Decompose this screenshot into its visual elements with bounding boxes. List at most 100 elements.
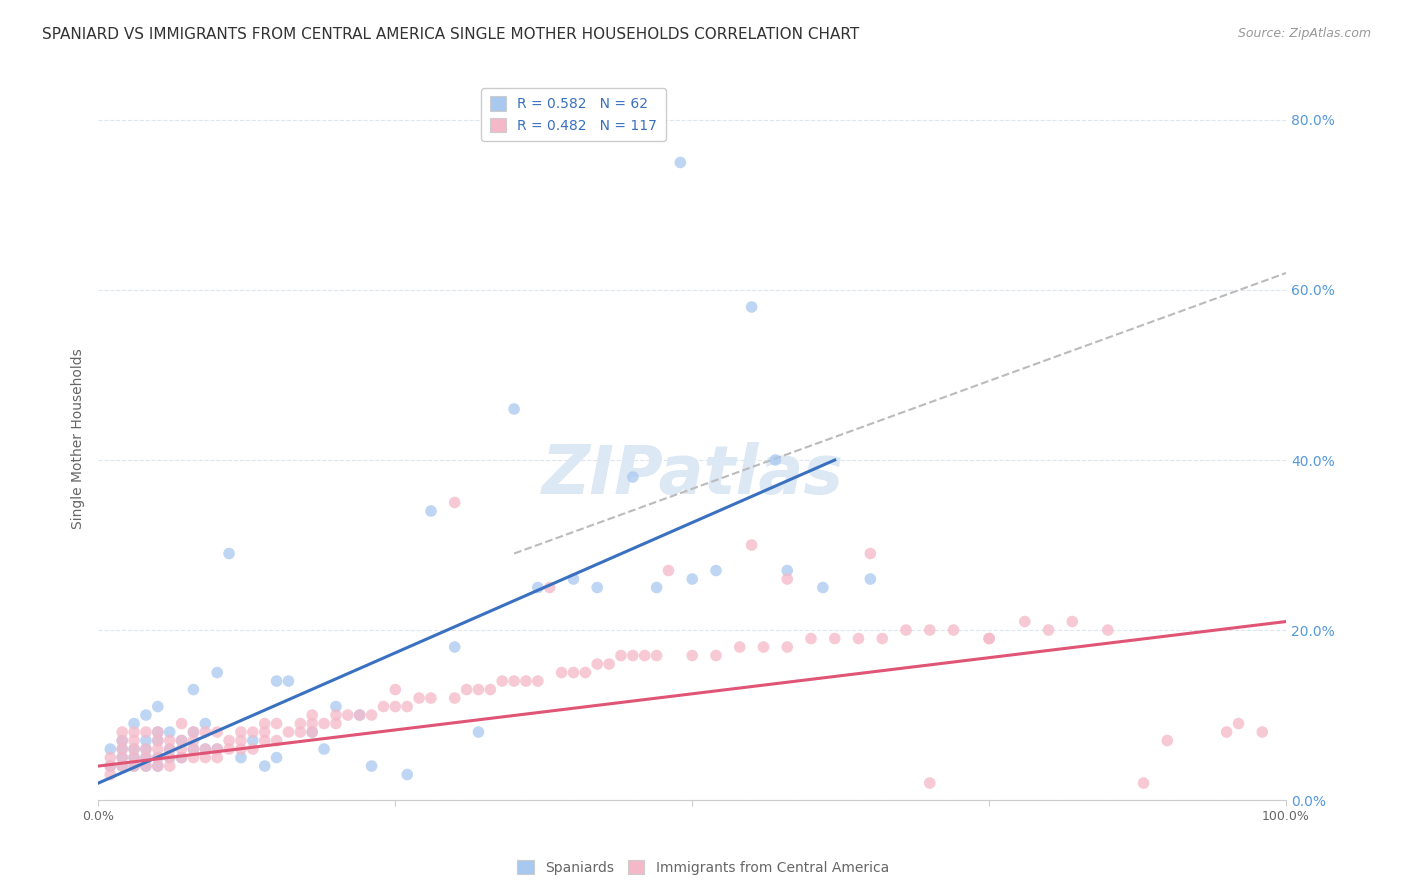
Point: [634, 648, 657, 663]
Point: [752, 640, 775, 654]
Point: [586, 657, 609, 671]
Point: [159, 750, 181, 764]
Point: [384, 699, 406, 714]
Point: [277, 725, 299, 739]
Point: [1227, 716, 1250, 731]
Legend: Spaniards, Immigrants from Central America: Spaniards, Immigrants from Central Ameri…: [512, 855, 894, 880]
Point: [146, 699, 169, 714]
Point: [135, 750, 157, 764]
Point: [408, 691, 430, 706]
Point: [266, 674, 288, 689]
Point: [704, 564, 727, 578]
Point: [205, 725, 228, 739]
Point: [135, 708, 157, 723]
Point: [443, 640, 465, 654]
Point: [396, 699, 419, 714]
Point: [942, 623, 965, 637]
Point: [170, 750, 193, 764]
Text: Source: ZipAtlas.com: Source: ZipAtlas.com: [1237, 27, 1371, 40]
Point: [384, 682, 406, 697]
Point: [135, 733, 157, 747]
Point: [111, 759, 134, 773]
Point: [242, 725, 264, 739]
Point: [301, 708, 323, 723]
Point: [135, 759, 157, 773]
Point: [135, 759, 157, 773]
Point: [681, 648, 703, 663]
Point: [349, 708, 371, 723]
Point: [800, 632, 823, 646]
Point: [266, 750, 288, 764]
Point: [146, 759, 169, 773]
Point: [111, 733, 134, 747]
Text: ZIPatlas: ZIPatlas: [541, 442, 844, 508]
Point: [98, 750, 121, 764]
Point: [1251, 725, 1274, 739]
Point: [420, 504, 443, 518]
Point: [1215, 725, 1237, 739]
Point: [159, 742, 181, 756]
Point: [763, 453, 786, 467]
Point: [776, 564, 799, 578]
Point: [562, 665, 585, 680]
Point: [122, 750, 145, 764]
Point: [98, 759, 121, 773]
Point: [159, 742, 181, 756]
Point: [242, 742, 264, 756]
Point: [811, 581, 834, 595]
Point: [170, 750, 193, 764]
Point: [349, 708, 371, 723]
Point: [266, 716, 288, 731]
Point: [183, 733, 205, 747]
Point: [312, 742, 335, 756]
Point: [146, 750, 169, 764]
Point: [301, 716, 323, 731]
Point: [194, 716, 217, 731]
Point: [621, 470, 644, 484]
Point: [122, 733, 145, 747]
Point: [218, 733, 240, 747]
Point: [122, 759, 145, 773]
Point: [503, 674, 526, 689]
Point: [325, 699, 347, 714]
Point: [776, 640, 799, 654]
Point: [1097, 623, 1119, 637]
Point: [1038, 623, 1060, 637]
Point: [146, 759, 169, 773]
Point: [598, 657, 620, 671]
Point: [170, 733, 193, 747]
Point: [170, 716, 193, 731]
Point: [205, 742, 228, 756]
Point: [894, 623, 917, 637]
Point: [229, 742, 252, 756]
Point: [229, 750, 252, 764]
Point: [1156, 733, 1178, 747]
Point: [122, 759, 145, 773]
Point: [111, 750, 134, 764]
Point: [111, 759, 134, 773]
Point: [325, 716, 347, 731]
Point: [146, 742, 169, 756]
Point: [515, 674, 537, 689]
Point: [159, 733, 181, 747]
Point: [681, 572, 703, 586]
Point: [312, 716, 335, 731]
Point: [183, 742, 205, 756]
Point: [111, 742, 134, 756]
Point: [122, 742, 145, 756]
Point: [122, 725, 145, 739]
Point: [146, 725, 169, 739]
Point: [360, 759, 382, 773]
Point: [1014, 615, 1036, 629]
Point: [479, 682, 502, 697]
Point: [918, 623, 941, 637]
Point: [503, 402, 526, 417]
Point: [527, 581, 550, 595]
Point: [135, 725, 157, 739]
Point: [467, 725, 489, 739]
Point: [1132, 776, 1154, 790]
Point: [918, 776, 941, 790]
Point: [183, 750, 205, 764]
Point: [562, 572, 585, 586]
Point: [183, 725, 205, 739]
